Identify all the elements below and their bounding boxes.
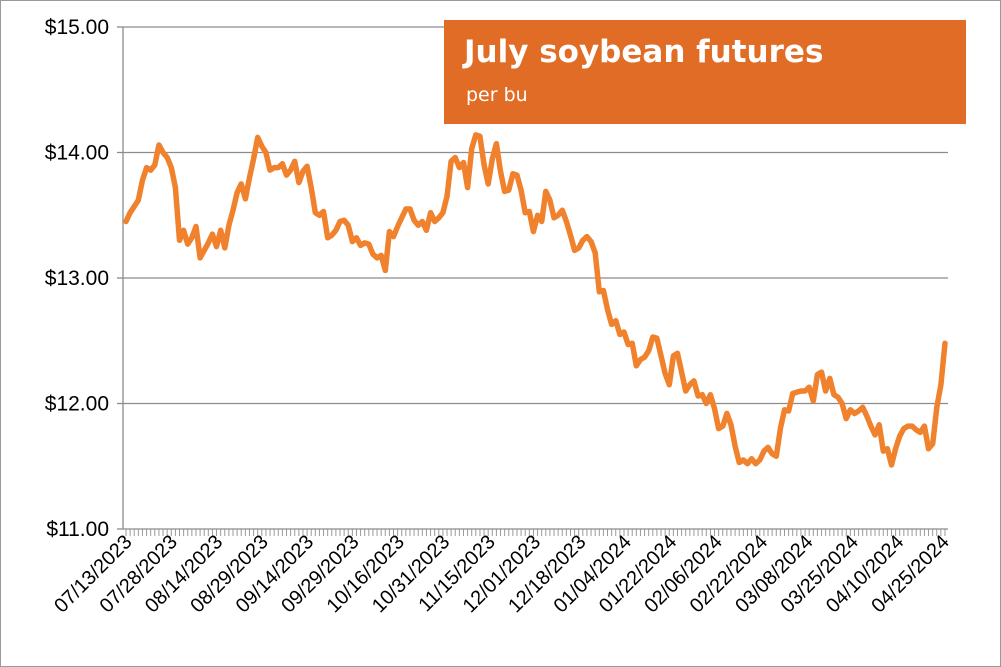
title-box: July soybean futures per bu	[444, 20, 966, 124]
y-tick-label: $12.00	[45, 393, 109, 416]
chart-subtitle: per bu	[466, 84, 528, 106]
series-layer	[123, 132, 948, 468]
series-line	[123, 132, 948, 468]
axes	[122, 27, 948, 530]
x-axis-minor-ticks	[125, 529, 946, 536]
y-tick-label: $14.00	[45, 142, 109, 165]
y-tick-label: $13.00	[45, 267, 109, 290]
chart-title: July soybean futures	[464, 34, 824, 70]
y-tick-label: $11.00	[46, 518, 109, 541]
x-axis-ticks: 07/13/202307/28/202308/14/202308/29/2023…	[50, 531, 954, 617]
y-axis-ticks: $11.00 $12.00 $13.00 $14.00 $15.00	[45, 16, 123, 541]
y-tick-label: $15.00	[45, 16, 109, 39]
